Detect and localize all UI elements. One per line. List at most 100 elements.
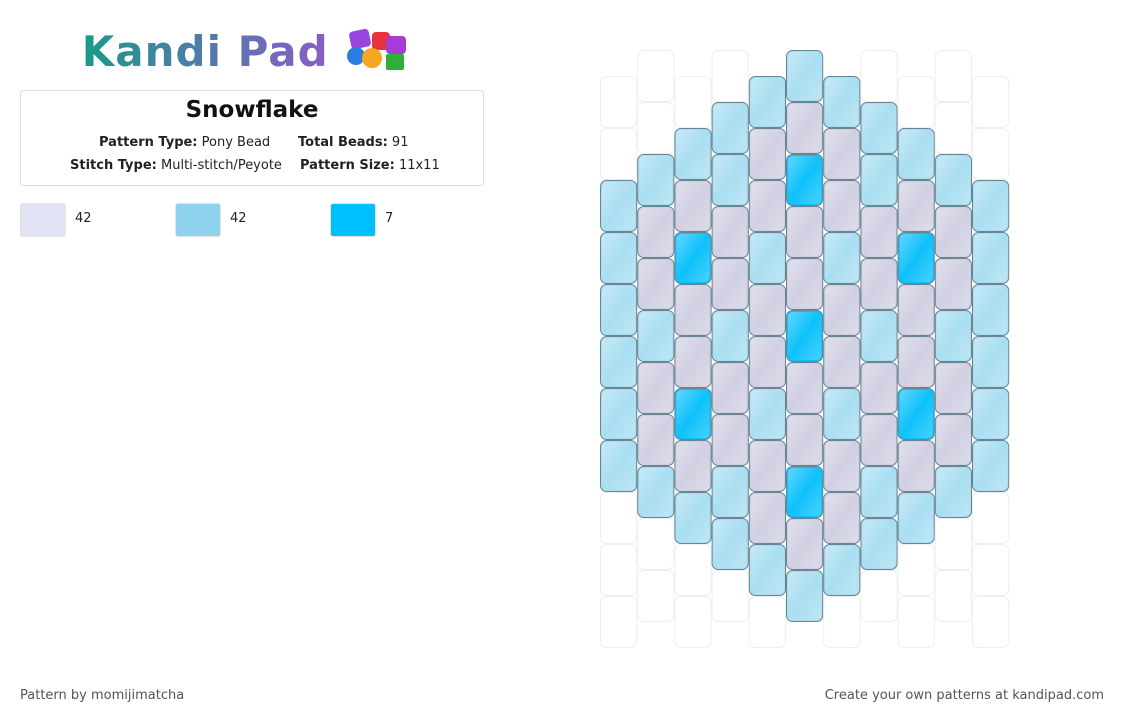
empty-cell [711,570,749,622]
bead-shine [825,78,859,126]
empty-cell [600,492,638,544]
bead-shine [825,494,859,542]
empty-cell [674,76,712,128]
bead-shine [639,364,673,412]
bead-shine [936,416,970,464]
bead-shine [974,442,1008,490]
bead-shine [825,390,859,438]
bead-shine [899,286,933,334]
bead-shine [936,260,970,308]
empty-cell [934,50,972,102]
bead-shine [750,338,784,386]
bead-shine [788,520,822,568]
bead-shine [936,208,970,256]
bead-shine [602,442,636,490]
bead-shine [825,286,859,334]
bead-shine [825,338,859,386]
empty-cell [600,128,638,180]
logo-text[interactable]: Kandi Pad [81,27,329,76]
bead-shine [750,182,784,230]
value: Pony Bead [201,135,271,150]
bead-shine [676,130,710,178]
bead-shine [862,312,896,360]
bead-shine [862,260,896,308]
bead-shine [936,364,970,412]
empty-cell [860,50,898,102]
bead-shine [899,182,933,230]
bead-shine [713,416,747,464]
empty-cell [748,596,786,648]
bead-shine [788,364,822,412]
total-beads: Total Beads: 91 [298,135,408,150]
bead-shine [676,234,710,282]
bead-shine [750,546,784,594]
bead-shine [750,78,784,126]
bead-shine [825,546,859,594]
bead-shine [713,156,747,204]
bead-shine [602,286,636,334]
bead-shine [713,468,747,516]
bead-shine [899,338,933,386]
bead-shine [639,468,673,516]
empty-cell [934,518,972,570]
empty-cell [637,570,675,622]
empty-cell [972,544,1010,596]
empty-cell [637,50,675,102]
empty-cell [934,102,972,154]
pattern-title: Snowflake [185,97,319,123]
footer-link[interactable]: Create your own patterns at kandipad.com [824,688,1104,703]
bead-shine [639,416,673,464]
logo-icon [347,28,407,70]
empty-cell [972,128,1010,180]
label: Pattern Type: [99,135,198,150]
bead-shine [639,312,673,360]
bead-shine [676,338,710,386]
bead-shine [713,312,747,360]
bead-shine [676,390,710,438]
bead-shine [788,104,822,152]
bead-shine [750,234,784,282]
bead-shine [825,130,859,178]
legend-count: 7 [385,211,394,226]
empty-cell [860,570,898,622]
bead-shine [676,286,710,334]
bead-shine [788,208,822,256]
bead-shine [676,494,710,542]
bead-shine [639,208,673,256]
bead-shine [825,442,859,490]
empty-cell [972,596,1010,648]
bead-shine [713,260,747,308]
empty-cell [674,596,712,648]
bead-shine [788,572,822,620]
bead-shine [788,468,822,516]
empty-cell [637,102,675,154]
bead-shine [713,364,747,412]
pattern-size: Pattern Size: 11x11 [300,158,440,173]
bead-shine [974,338,1008,386]
empty-cell [972,492,1010,544]
bead-shine [862,416,896,464]
bead-shine [602,390,636,438]
label: Stitch Type: [70,158,157,173]
empty-cell [600,596,638,648]
legend-count: 42 [75,211,92,226]
empty-cell [897,76,935,128]
label: Total Beads: [298,135,388,150]
logo[interactable]: Kandi Pad [0,26,500,76]
empty-cell [972,76,1010,128]
bead-shine [862,104,896,152]
bead-shine [825,182,859,230]
bead-shine [936,468,970,516]
empty-cell [637,518,675,570]
bead-shine [825,234,859,282]
legend-swatch [20,203,66,237]
legend-swatch [330,203,376,237]
empty-cell [897,596,935,648]
bead-shine [899,130,933,178]
bead-shine [639,156,673,204]
bead-shine [862,156,896,204]
bead-shine [862,364,896,412]
bead-shine [750,442,784,490]
bead-shine [602,338,636,386]
